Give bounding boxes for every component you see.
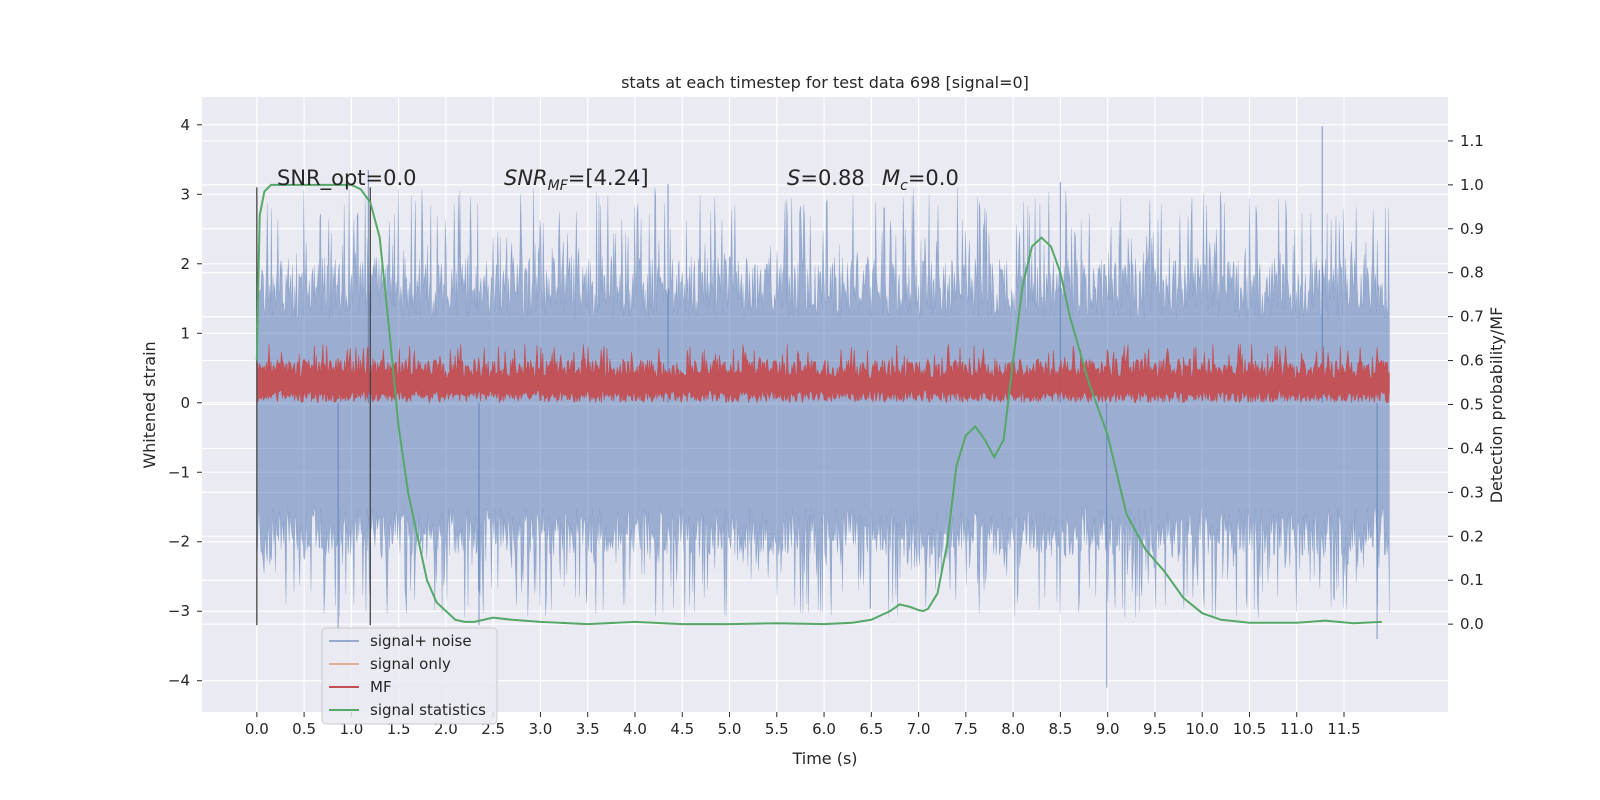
x-tick-label-6: 3.0 [529, 720, 553, 738]
chart-title: stats at each timestep for test data 698… [621, 73, 1029, 92]
x-tick-label-13: 6.5 [859, 720, 883, 738]
x-tick-label-1: 0.5 [292, 720, 316, 738]
legend-label-signal-statistics: signal statistics [370, 701, 486, 719]
legend-label-mf: MF [370, 678, 392, 696]
x-tick-label-21: 10.5 [1233, 720, 1266, 738]
annotation-snr-mf-var: SNR [504, 166, 548, 190]
annotation-snr-opt: SNR_opt=0.0 [277, 166, 417, 191]
x-tick-label-19: 9.5 [1143, 720, 1167, 738]
annotation-snr-mf: SNRMF=[4.24] [504, 166, 649, 194]
x-tick-label-20: 10.0 [1186, 720, 1219, 738]
legend-label-signal-only: signal only [370, 655, 451, 673]
y-axis-label: Whitened strain [140, 341, 159, 468]
x-tick-label-22: 11.0 [1280, 720, 1313, 738]
y-right-tick-label-4: 0.4 [1460, 439, 1484, 457]
y-axis-right-label: Detection probability/MF [1487, 307, 1506, 504]
annotation-snr-mf-value: =[4.24] [568, 166, 649, 190]
x-tick-label-14: 7.0 [907, 720, 931, 738]
y-right-tick-label-11: 1.1 [1460, 132, 1484, 150]
legend-label-signal-noise: signal+ noise [370, 632, 472, 650]
x-tick-label-16: 8.0 [1001, 720, 1025, 738]
annotation-s: S=0.88 [787, 166, 865, 190]
y-right-tick-label-1: 0.1 [1460, 571, 1484, 589]
plot-content [255, 126, 1390, 688]
y-right-tick-label-2: 0.2 [1460, 527, 1484, 545]
x-tick-label-9: 4.5 [670, 720, 694, 738]
y-tick-label-5: 1 [180, 324, 190, 342]
x-tick-label-7: 3.5 [576, 720, 600, 738]
y-right-tick-label-8: 0.8 [1460, 264, 1484, 282]
y-right-tick-label-5: 0.5 [1460, 396, 1484, 414]
annotation-mc: Mc=0.0 [882, 166, 959, 194]
annotation-mc-var: M [882, 166, 900, 190]
y-right-tick-label-3: 0.3 [1460, 483, 1484, 501]
y-tick-label-8: 4 [180, 116, 190, 134]
y-right-tick-label-7: 0.7 [1460, 308, 1484, 326]
y-tick-label-7: 3 [180, 185, 190, 203]
x-tick-label-8: 4.0 [623, 720, 647, 738]
annotation-s-var: S [787, 166, 800, 190]
y-right-tick-label-9: 0.9 [1460, 220, 1484, 238]
x-axis-label: Time (s) [791, 749, 857, 768]
x-tick-label-0: 0.0 [245, 720, 269, 738]
y-tick-label-0: −4 [168, 672, 190, 690]
x-tick-label-18: 9.0 [1096, 720, 1120, 738]
y-tick-label-4: 0 [180, 394, 190, 412]
y-right-tick-label-0: 0.0 [1460, 615, 1484, 633]
y-tick-label-1: −3 [168, 602, 190, 620]
x-tick-label-12: 6.0 [812, 720, 836, 738]
x-tick-label-11: 5.5 [765, 720, 789, 738]
annotation-mc-value: =0.0 [908, 166, 959, 190]
x-tick-label-17: 8.5 [1048, 720, 1072, 738]
series-mf [256, 343, 1390, 404]
annotation-mc-sub: c [900, 178, 908, 194]
x-tick-label-23: 11.5 [1327, 720, 1360, 738]
y-tick-label-3: −1 [168, 463, 190, 481]
x-tick-label-10: 5.0 [718, 720, 742, 738]
y-tick-label-6: 2 [180, 255, 190, 273]
series-signal-statistics [255, 183, 1382, 626]
y-right-tick-label-6: 0.6 [1460, 352, 1484, 370]
annotation-snr-mf-sub: MF [548, 178, 569, 194]
y-right-tick-label-10: 1.0 [1460, 176, 1484, 194]
legend-box [321, 627, 498, 725]
annotation-s-value: =0.88 [800, 166, 864, 190]
x-tick-label-15: 7.5 [954, 720, 978, 738]
axes: 0.0 0.5 1.0 1.5 2.0 2.5 3.0 3.5 4.0 4.5 5.0 5.5 6.0 6… [168, 116, 1484, 738]
legend: signal+ noise signal only MF signal stat… [321, 627, 498, 725]
y-tick-label-2: −2 [168, 533, 190, 551]
